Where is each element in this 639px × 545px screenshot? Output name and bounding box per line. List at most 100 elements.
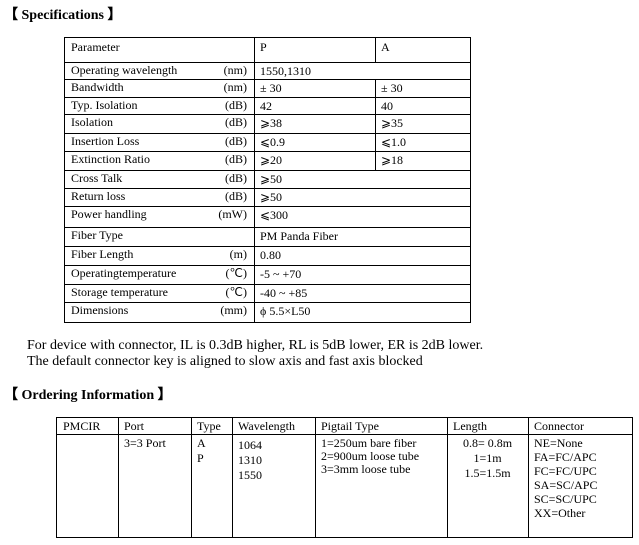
- param-label: Fiber Type: [71, 228, 123, 242]
- row-divider: [65, 79, 470, 80]
- ordering-option: 1.5=1.5m: [464, 466, 511, 480]
- header-cell: A: [381, 40, 390, 54]
- specifications-heading: 【 Specifications 】: [4, 8, 122, 23]
- column-divider: [375, 38, 376, 63]
- ordering-option: 1310: [238, 453, 262, 467]
- p-value: -40 ~ +85: [260, 286, 308, 300]
- column-divider: [375, 114, 376, 134]
- param-unit: (mm): [220, 303, 247, 317]
- ordering-header-cell: PMCIR: [63, 419, 101, 433]
- ordering-option: FA=FC/APC: [534, 450, 597, 464]
- ordering-header-cell: Pigtail Type: [321, 419, 379, 433]
- column-divider: [232, 418, 233, 537]
- p-value: ± 30: [260, 81, 282, 95]
- param-label: Power handling: [71, 207, 147, 221]
- row-divider: [65, 188, 470, 189]
- column-divider: [375, 97, 376, 115]
- param-label: Operatingtemperature: [71, 266, 177, 280]
- specifications-table: Parameter P A Operating wavelength (nm) 1550,…: [64, 37, 471, 323]
- param-unit: (dB): [225, 189, 247, 203]
- ordering-header-cell: Length: [453, 419, 487, 433]
- row-divider: [65, 246, 470, 247]
- row-divider: [65, 133, 470, 134]
- param-unit: (dB): [225, 98, 247, 112]
- p-value: ⩾20: [260, 153, 283, 167]
- ordering-option: NE=None: [534, 436, 583, 450]
- param-unit: (℃): [225, 266, 247, 280]
- param-label: Operating wavelength: [71, 63, 178, 77]
- ordering-header-cell: Type: [197, 419, 221, 433]
- ordering-option: 1=250um bare fiber: [321, 436, 417, 450]
- param-label: Insertion Loss: [71, 134, 140, 148]
- param-unit: (mW): [218, 207, 247, 221]
- connector-key-note: The default connector key is aligned to …: [27, 354, 423, 369]
- p-value: -5 ~ +70: [260, 267, 302, 281]
- column-divider: [254, 38, 255, 322]
- ordering-option: SA=SC/APC: [534, 478, 598, 492]
- ordering-option: FC=FC/UPC: [534, 464, 597, 478]
- a-value: ⩾35: [381, 116, 404, 130]
- p-value: PM Panda Fiber: [260, 229, 338, 243]
- ordering-option: 1550: [238, 468, 262, 482]
- ordering-option: 3=3mm loose tube: [321, 462, 411, 476]
- param-unit: (dB): [225, 134, 247, 148]
- ordering-table: PMCIR Port Type Wavelength Pigtail Type Lengt…: [56, 417, 633, 538]
- param-label: Storage temperature: [71, 285, 168, 299]
- a-value: 40: [381, 99, 393, 113]
- ordering-option: P: [197, 451, 204, 465]
- ordering-option: 0.8= 0.8m: [462, 436, 513, 450]
- a-value: ± 30: [381, 81, 403, 95]
- row-divider: [65, 302, 470, 303]
- a-value: ⩽1.0: [381, 135, 407, 149]
- p-value: 0.80: [260, 248, 281, 262]
- p-value: 42: [260, 99, 272, 113]
- ordering-option: A: [197, 436, 206, 450]
- a-value: ⩾18: [381, 153, 404, 167]
- p-value: ⩾50: [260, 190, 283, 204]
- column-divider: [118, 418, 119, 537]
- p-value: ⩽300: [260, 208, 289, 222]
- p-value: ϕ 5.5×L50: [260, 304, 311, 318]
- ordering-header-cell: Connector: [534, 419, 584, 433]
- param-unit: (nm): [223, 80, 247, 94]
- param-unit: (dB): [225, 115, 247, 129]
- column-divider: [375, 133, 376, 152]
- row-divider: [65, 265, 470, 266]
- ordering-option: XX=Other: [534, 506, 586, 520]
- param-label: Dimensions: [71, 303, 129, 317]
- p-value: ⩾50: [260, 172, 283, 186]
- param-unit: (℃): [225, 285, 247, 299]
- row-divider: [65, 284, 470, 285]
- p-value: ⩾38: [260, 116, 283, 130]
- param-label: Typ. Isolation: [71, 98, 138, 112]
- param-label: Return loss: [71, 189, 126, 203]
- column-divider: [315, 418, 316, 537]
- ordering-option: 1064: [238, 438, 262, 452]
- param-label: Cross Talk: [71, 171, 123, 185]
- param-unit: (m): [229, 247, 247, 261]
- param-unit: (dB): [225, 152, 247, 166]
- param-label: Bandwidth: [71, 80, 124, 94]
- param-unit: (dB): [225, 171, 247, 185]
- row-divider: [65, 114, 470, 115]
- param-label: Isolation: [71, 115, 113, 129]
- column-divider: [191, 418, 192, 537]
- column-divider: [375, 79, 376, 98]
- column-divider: [528, 418, 529, 537]
- ordering-option: 2=900um loose tube: [321, 449, 420, 463]
- param-label: Extinction Ratio: [71, 152, 150, 166]
- connector-note: For device with connector, IL is 0.3dB h…: [27, 338, 484, 353]
- header-cell: Parameter: [71, 40, 120, 54]
- row-divider: [65, 151, 470, 152]
- column-divider: [375, 151, 376, 171]
- ordering-header-cell: Port: [124, 419, 145, 433]
- row-divider: [57, 434, 632, 435]
- header-cell: P: [260, 40, 267, 54]
- p-value: 1550,1310: [260, 64, 311, 78]
- row-divider: [65, 227, 470, 228]
- row-divider: [65, 62, 470, 63]
- row-divider: [65, 170, 470, 171]
- column-divider: [447, 418, 448, 537]
- p-value: ⩽0.9: [260, 135, 286, 149]
- ordering-heading: 【 Ordering Information 】: [4, 388, 172, 403]
